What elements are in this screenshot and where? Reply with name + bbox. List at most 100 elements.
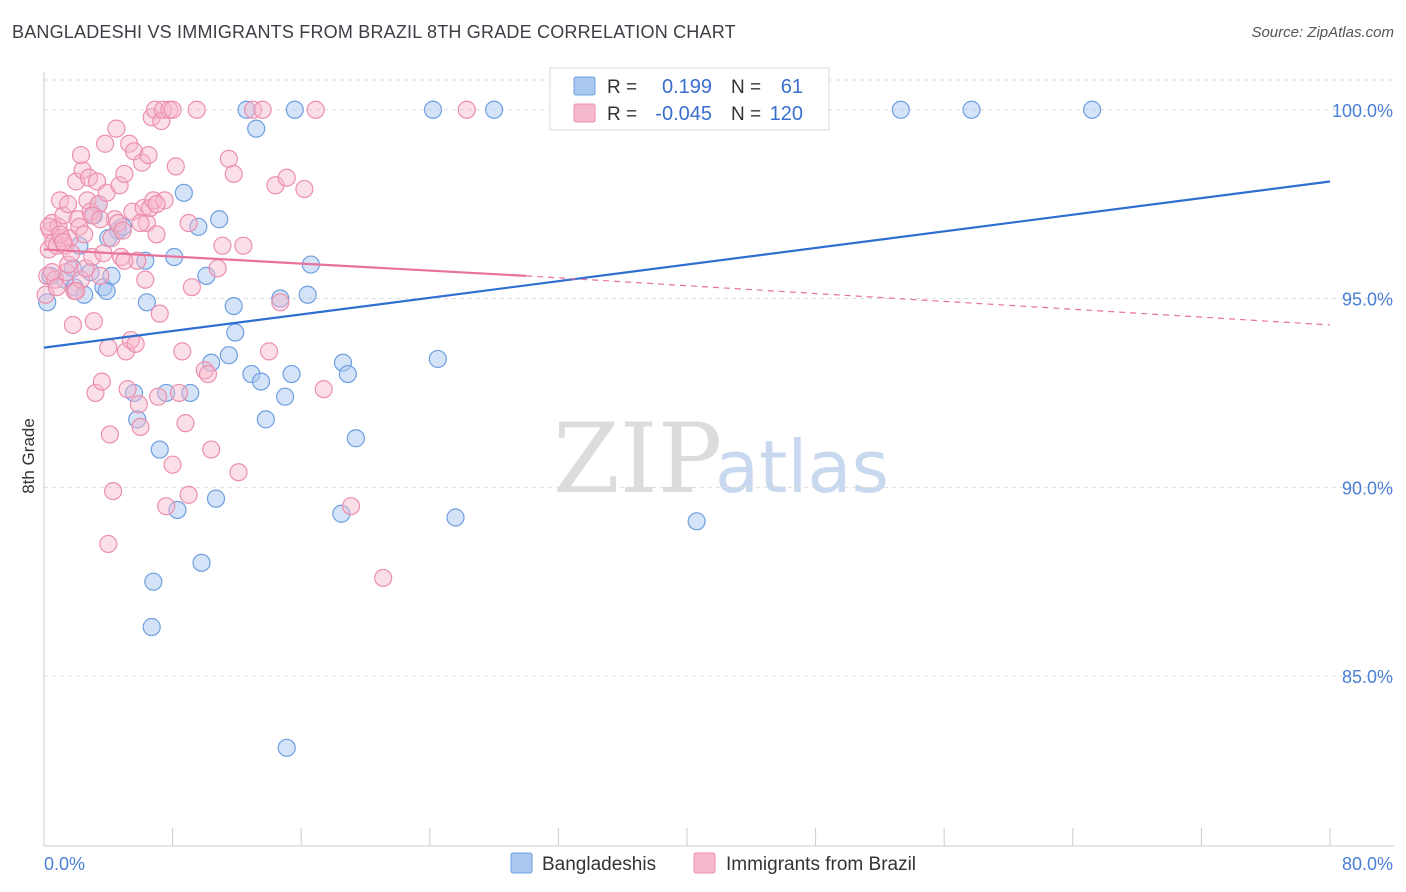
x-axis-ticks <box>43 828 1331 846</box>
brazil-point <box>99 338 118 357</box>
brazil-point <box>277 168 296 187</box>
bangladeshi-point <box>446 508 465 527</box>
trend-line-brazil-extension <box>526 275 1331 326</box>
brazil-point <box>136 270 155 289</box>
brazil-point <box>115 251 134 270</box>
brazil-point <box>95 134 115 153</box>
brazil-point <box>71 145 91 165</box>
bangladeshi-point <box>962 100 981 119</box>
bangladeshi-point <box>168 500 187 520</box>
bangladeshi-point <box>485 100 504 119</box>
legend-r-label-1: R = <box>607 77 637 98</box>
brazil-point <box>91 266 110 285</box>
trend-lines <box>43 180 1331 349</box>
brazil-point <box>182 278 201 297</box>
bangladeshi-point <box>174 183 193 202</box>
brazil-point <box>128 251 147 270</box>
brazil-point <box>86 383 105 403</box>
brazil-point <box>295 179 314 199</box>
brazil-point <box>91 210 110 229</box>
bottom-legend-swatch-blue <box>510 852 533 874</box>
bangladeshi-point <box>276 387 295 406</box>
series-brazil-points <box>36 100 476 588</box>
brazil-point <box>176 414 195 433</box>
bangladeshi-point <box>219 346 238 365</box>
legend-r-value-2: -0.045 <box>655 103 712 125</box>
series-bangladeshis-points <box>38 100 1102 757</box>
bottom-legend-swatch-pink <box>693 852 716 874</box>
brazil-point <box>67 281 86 301</box>
brazil-point <box>179 213 198 233</box>
brazil-point <box>149 387 168 406</box>
bangladeshi-point <box>346 429 365 448</box>
brazil-point <box>224 164 243 184</box>
brazil-point <box>118 380 137 399</box>
bangladeshi-point <box>423 100 443 119</box>
brazil-point <box>57 263 76 282</box>
brazil-point <box>306 100 325 119</box>
brazil-point <box>147 195 166 214</box>
legend-swatch-blue <box>573 76 596 96</box>
legend-n-value-2: 120 <box>770 103 803 125</box>
brazil-point <box>54 232 73 252</box>
brazil-point <box>42 263 62 282</box>
brazil-point <box>132 153 152 172</box>
brazil-point <box>59 195 78 214</box>
brazil-point <box>139 145 158 165</box>
y-tick-label: 100.0% <box>1332 101 1393 121</box>
bottom-legend-label-brazil: Immigrants from Brazil <box>726 854 916 875</box>
brazil-point <box>374 568 393 588</box>
legend-r-value-1: 0.199 <box>662 76 712 98</box>
brazil-point <box>163 455 182 474</box>
brazil-point <box>131 213 150 233</box>
brazil-point <box>84 312 103 331</box>
brazil-point <box>153 100 173 119</box>
brazil-point <box>234 236 253 255</box>
brazil-point <box>107 119 126 138</box>
x-tick-label-min: 0.0% <box>44 854 85 874</box>
brazil-point <box>243 100 263 119</box>
brazil-point <box>54 206 73 225</box>
series-legend: Bangladeshis Immigrants from Brazil <box>510 852 916 875</box>
chart-title: BANGLADESHI VS IMMIGRANTS FROM BRAZIL 8T… <box>12 22 736 42</box>
brazil-point <box>202 440 221 459</box>
bangladeshi-point <box>97 281 116 301</box>
brazil-point <box>147 225 166 244</box>
brazil-point <box>166 157 185 176</box>
bangladeshi-point <box>247 119 266 138</box>
bangladeshi-point <box>142 617 161 637</box>
x-tick-label-max: 80.0% <box>1342 854 1393 874</box>
legend-n-value-1: 61 <box>781 76 803 98</box>
bangladeshi-point <box>189 217 208 236</box>
bangladeshi-point <box>687 512 706 531</box>
bangladeshi-point <box>285 100 304 119</box>
brazil-point <box>131 417 150 437</box>
brazil-point <box>75 225 94 244</box>
brazil-point <box>213 236 232 255</box>
brazil-point <box>126 334 145 353</box>
brazil-point <box>208 259 227 278</box>
brazil-point <box>341 497 361 516</box>
bangladeshi-point <box>38 293 57 312</box>
brazil-point <box>100 425 120 444</box>
brazil-point <box>73 161 92 180</box>
bangladeshi-point <box>282 364 301 384</box>
brazil-point <box>113 221 132 240</box>
legend-n-label-1: N = <box>731 77 761 98</box>
bangladeshi-point <box>891 100 910 119</box>
legend-n-label-2: N = <box>731 104 761 125</box>
brazil-point <box>150 304 169 323</box>
brazil-point <box>63 315 83 335</box>
y-tick-label: 90.0% <box>1342 478 1393 498</box>
brazil-point <box>110 176 129 195</box>
bottom-legend-label-bangladeshis: Bangladeshis <box>542 854 656 875</box>
bangladeshi-point <box>428 349 447 369</box>
brazil-point <box>198 364 218 384</box>
bangladeshi-point <box>210 210 229 229</box>
brazil-point <box>187 100 206 119</box>
brazil-point <box>71 270 91 289</box>
bangladeshi-point <box>192 553 211 572</box>
brazil-point <box>229 463 248 482</box>
bangladeshi-point <box>237 100 256 119</box>
bangladeshi-point <box>224 296 243 316</box>
